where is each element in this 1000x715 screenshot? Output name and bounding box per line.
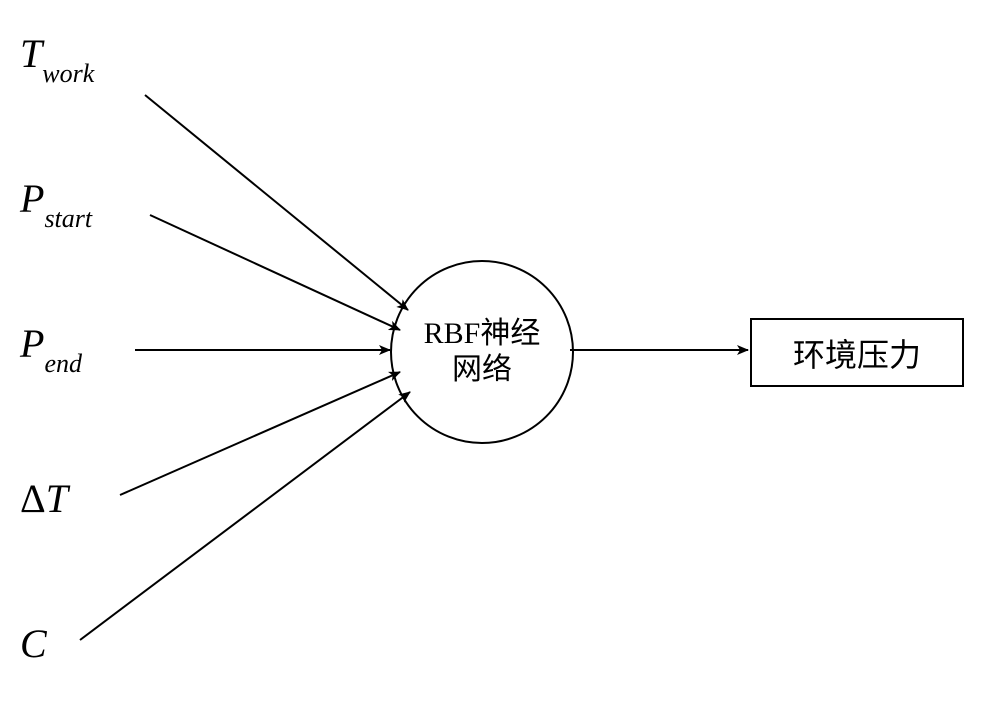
var-base2: T [46, 476, 68, 521]
input-label-pend: Pend [20, 320, 82, 373]
input-label-deltat: ΔT [20, 475, 68, 522]
var-delta: Δ [20, 476, 46, 521]
center-node-label: RBF神经网络 [424, 316, 541, 388]
var-sub: end [44, 349, 82, 378]
var-sub: work [42, 59, 94, 88]
var-base: P [20, 176, 44, 221]
input-label-c: C [20, 620, 47, 667]
output-node: 环境压力 [750, 318, 964, 387]
arrow-pstart [150, 215, 400, 330]
arrow-twork [145, 95, 408, 310]
input-label-twork: Twork [20, 30, 94, 83]
var-base: C [20, 621, 47, 666]
var-sub: start [44, 204, 92, 233]
output-label: 环境压力 [793, 330, 921, 376]
var-base: P [20, 321, 44, 366]
arrow-deltat [120, 372, 400, 495]
arrow-c [80, 392, 410, 640]
input-label-pstart: Pstart [20, 175, 92, 228]
var-base: T [20, 31, 42, 76]
center-node-rbf: RBF神经网络 [390, 260, 574, 444]
